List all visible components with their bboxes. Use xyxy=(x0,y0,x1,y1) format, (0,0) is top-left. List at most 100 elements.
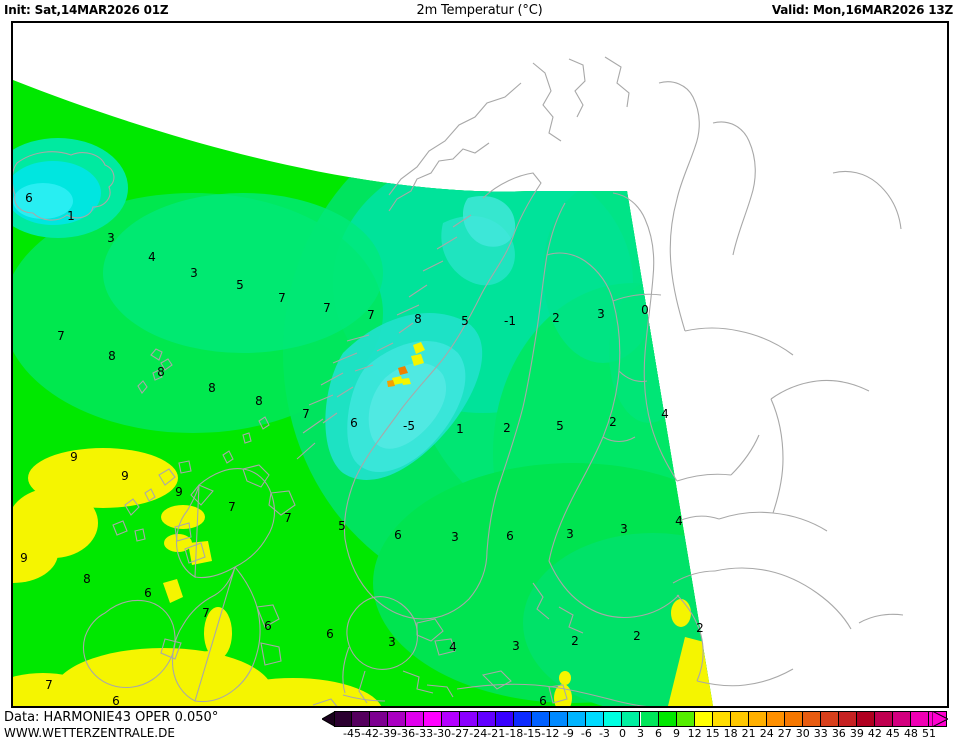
temperature-value-label: 5 xyxy=(338,519,346,533)
map-canvas: 6 1 3 4 3 5 7 7 7 8 5 -1 2 3 0 7 8 8 8 8 7 6 -5 1 2 5 2 4 9 9 9 9 7 7 5 6 3 6… xyxy=(13,23,947,706)
temperature-value-label: 8 xyxy=(108,349,116,363)
colorbar-swatch xyxy=(838,711,857,727)
temperature-value-label: 6 xyxy=(25,191,33,205)
temperature-value-label: 7 xyxy=(45,678,53,692)
temperature-value-label: 8 xyxy=(83,572,91,586)
temperature-value-label: 6 xyxy=(326,627,334,641)
colorbar-swatch xyxy=(424,711,443,727)
colorbar-swatch xyxy=(874,711,893,727)
temperature-value-label: 5 xyxy=(236,278,244,292)
colorbar-swatch xyxy=(586,711,605,727)
temperature-value-label: 8 xyxy=(208,381,216,395)
temperature-value-label: 8 xyxy=(255,394,263,408)
colorbar-low-arrow xyxy=(322,711,336,727)
colorbar-swatch xyxy=(478,711,497,727)
temperature-value-label: 1 xyxy=(456,422,464,436)
temperature-value-label: 6 xyxy=(394,528,402,542)
colorbar-tick-label: 33 xyxy=(813,727,828,740)
colorbar-tick-label: -24 xyxy=(469,727,488,740)
page-title: 2m Temperatur (°C) xyxy=(416,3,543,18)
colorbar-tick-label: 48 xyxy=(903,727,918,740)
colorbar-swatch xyxy=(910,711,929,727)
colorbar-tick-label: 51 xyxy=(921,727,936,740)
colorbar-tick-label: -33 xyxy=(415,727,434,740)
colorbar-tick-label: 27 xyxy=(777,727,792,740)
colorbar-swatch xyxy=(748,711,767,727)
temperature-value-label: 9 xyxy=(175,485,183,499)
colorbar-swatch xyxy=(802,711,821,727)
temperature-value-label: 7 xyxy=(284,511,292,525)
temperature-value-label: 6 xyxy=(350,416,358,430)
temperature-value-label: 3 xyxy=(597,307,605,321)
temperature-value-label: 3 xyxy=(512,639,520,653)
colorbar-swatch xyxy=(442,711,461,727)
temperature-value-label: 7 xyxy=(57,329,65,343)
temperature-value-label: 3 xyxy=(190,266,198,280)
temperature-value-label: 9 xyxy=(121,469,129,483)
temperature-value-label: 8 xyxy=(157,365,165,379)
valid-time-label: Valid: Mon,16MAR2026 13Z xyxy=(771,3,953,17)
temperature-value-label: -5 xyxy=(403,419,415,433)
colorbar-tick-label: -6 xyxy=(580,727,592,740)
temperature-value-label: 9 xyxy=(70,450,78,464)
temperature-value-label: 2 xyxy=(633,629,641,643)
colorbar-swatch xyxy=(730,711,749,727)
colorbar-tick-label: 39 xyxy=(849,727,864,740)
temperature-value-label: 5 xyxy=(461,314,469,328)
temperature-value-label: 7 xyxy=(367,308,375,322)
colorbar-swatch xyxy=(676,711,695,727)
header-bar: Init: Sat,14MAR2026 01Z 2m Temperatur (°… xyxy=(0,0,959,21)
colorbar-swatch xyxy=(622,711,641,727)
temperature-value-label: 6 xyxy=(264,619,272,633)
colorbar-swatch xyxy=(550,711,569,727)
temperature-value-label: 3 xyxy=(451,530,459,544)
colorbar-swatch xyxy=(856,711,875,727)
colorbar-tick-label: -27 xyxy=(451,727,470,740)
colorbar-swatch xyxy=(820,711,839,727)
colorbar-swatch xyxy=(352,711,371,727)
colorbar-tick-labels: -45 -42 -39 -36 -33 -30 -27 -24 -21 -18 -15 -12 -9 -6… xyxy=(334,727,959,741)
temperature-value-label: 6 xyxy=(112,694,120,706)
colorbar-tick-label: 36 xyxy=(831,727,846,740)
colorbar-tick-label: 3 xyxy=(637,727,644,740)
temperature-value-label: 1 xyxy=(67,209,75,223)
temperature-value-label: 7 xyxy=(302,407,310,421)
colorbar-tick-label: -3 xyxy=(598,727,610,740)
temperature-value-label: 6 xyxy=(539,694,547,706)
temperature-value-label: 7 xyxy=(278,291,286,305)
colorbar-swatch xyxy=(892,711,911,727)
colorbar-tick-label: 9 xyxy=(673,727,681,740)
colorbar-tick-label: -30 xyxy=(433,727,452,740)
temperature-value-label: 3 xyxy=(107,231,115,245)
temperature-value-label: 7 xyxy=(323,301,331,315)
temperature-value-label: 2 xyxy=(552,311,560,325)
temperature-value-label: 4 xyxy=(675,514,683,528)
temperature-value-label: 0 xyxy=(641,303,649,317)
colorbar-tick-label: -36 xyxy=(397,727,416,740)
temperature-value-label: 4 xyxy=(661,407,669,421)
colorbar-tick-label: 21 xyxy=(741,727,756,740)
colorbar-swatch xyxy=(388,711,407,727)
colorbar-tick-label: -45 xyxy=(343,727,361,740)
colorbar-tick-label: 12 xyxy=(687,727,702,740)
colorbar-swatch xyxy=(658,711,677,727)
coastline-layer xyxy=(13,56,904,706)
website-label: WWW.WETTERZENTRALE.DE xyxy=(4,726,175,740)
colorbar-tick-label: -18 xyxy=(505,727,524,740)
colorbar-swatch xyxy=(334,711,353,727)
colorbar-tick-label: 45 xyxy=(885,727,900,740)
temperature-value-label: 2 xyxy=(609,415,617,429)
temperature-value-label: 6 xyxy=(144,586,152,600)
temperature-value-label: 5 xyxy=(556,419,564,433)
temperature-value-label: 2 xyxy=(696,621,704,635)
colorbar-swatch xyxy=(640,711,659,727)
colorbar-swatch xyxy=(370,711,389,727)
colorbar-swatch xyxy=(460,711,479,727)
colorbar-swatch xyxy=(406,711,425,727)
temperature-value-label: -1 xyxy=(504,314,516,328)
colorbar-high-arrow xyxy=(932,711,948,727)
colorbar-tick-label: -21 xyxy=(487,727,506,740)
colorbar xyxy=(334,711,947,727)
init-time-label: Init: Sat,14MAR2026 01Z xyxy=(4,3,169,17)
